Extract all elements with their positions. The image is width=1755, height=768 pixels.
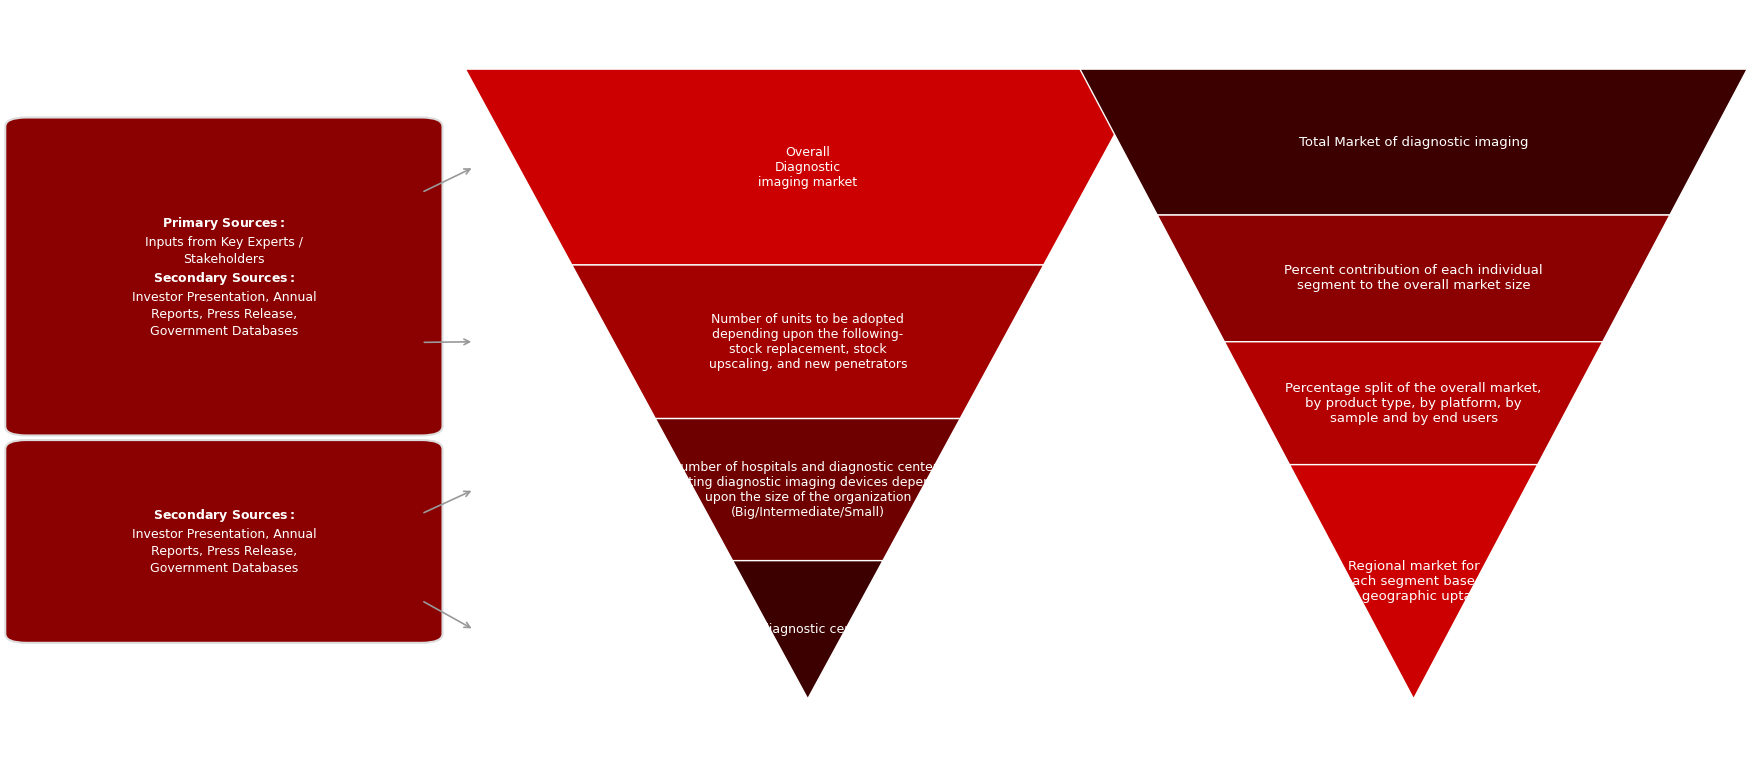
Polygon shape [572, 265, 1042, 419]
FancyBboxPatch shape [5, 118, 442, 435]
Text: $\bf{Primary\ Sources:}$
Inputs from Key Experts /
Stakeholders
$\bf{Secondary\ : $\bf{Primary\ Sources:}$ Inputs from Key… [132, 214, 316, 339]
Text: Number of hospitals and diagnostic centers
adopting diagnostic imaging devices d: Number of hospitals and diagnostic cente… [656, 461, 958, 518]
Polygon shape [1288, 465, 1537, 699]
Text: Percent contribution of each individual
segment to the overall market size: Percent contribution of each individual … [1283, 264, 1543, 293]
Text: Percentage split of the overall market,
by product type, by platform, by
sample : Percentage split of the overall market, … [1285, 382, 1541, 425]
Polygon shape [1079, 69, 1746, 215]
Polygon shape [732, 561, 883, 699]
Text: Number of units to be adopted
depending upon the following-
stock replacement, s: Number of units to be adopted depending … [707, 313, 907, 371]
Polygon shape [1157, 215, 1669, 342]
FancyBboxPatch shape [5, 440, 442, 643]
Polygon shape [1223, 342, 1602, 465]
Text: Overall
Diagnostic
imaging market: Overall Diagnostic imaging market [758, 146, 856, 188]
Text: Total Market of diagnostic imaging: Total Market of diagnostic imaging [1299, 136, 1527, 148]
Text: Number of hospitals and diagnostic centers in a Region / Country: Number of hospitals and diagnostic cente… [602, 624, 1013, 636]
Text: Regional market for
each segment based
on geographic uptake: Regional market for each segment based o… [1339, 561, 1486, 603]
Polygon shape [655, 419, 960, 561]
Polygon shape [465, 69, 1150, 265]
Text: $\bf{Secondary\ Sources:}$
Investor Presentation, Annual
Reports, Press Release,: $\bf{Secondary\ Sources:}$ Investor Pres… [132, 508, 316, 575]
